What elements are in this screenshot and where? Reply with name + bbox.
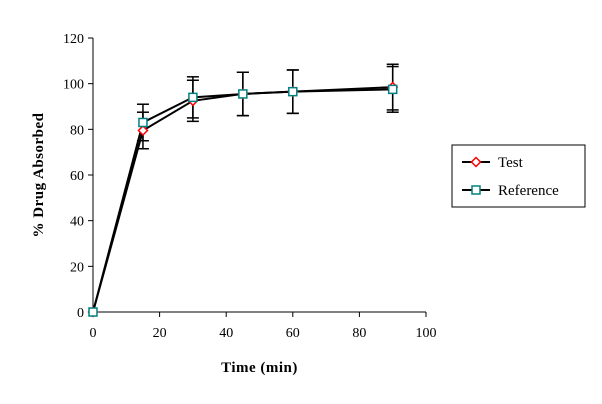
y-tick-label: 0 [77,306,84,321]
data-point-reference [188,92,198,103]
y-tick-label: 40 [70,215,84,230]
series-markers [87,81,399,318]
y-axis-title: % Drug Absorbed [31,112,47,237]
legend-marker [471,185,481,195]
legend-box [451,144,586,208]
x-tick-label: 40 [219,326,233,341]
legend-label: Reference [498,183,559,199]
data-point-reference [138,117,148,128]
legend: Test Reference [451,144,586,208]
x-tick-label: 60 [286,326,300,341]
data-point-reference [387,84,398,95]
y-tick-label: 60 [70,169,84,184]
series-line-test [92,86,393,313]
data-point-reference [238,89,248,99]
axes: 0 20 40 60 80 100 120 0 20 40 60 80 100 [63,32,437,341]
legend-label: Test [498,155,524,171]
y-tick-label: 80 [70,123,84,138]
legend-marker [470,156,482,168]
y-tick-label: 20 [70,260,84,275]
x-tick-label: 0 [90,326,97,341]
data-point-reference [88,307,98,317]
series-lines [92,86,393,313]
x-axis-title: Time (min) [221,360,298,376]
x-tick-label: 20 [153,326,167,341]
y-tick-label: 120 [63,32,84,47]
x-tick-label: 100 [416,326,437,341]
x-tick-label: 80 [352,326,366,341]
data-point-reference [288,86,298,97]
y-tick-label: 100 [63,78,84,93]
data-point-test [137,124,149,137]
series-line-reference [92,88,393,313]
